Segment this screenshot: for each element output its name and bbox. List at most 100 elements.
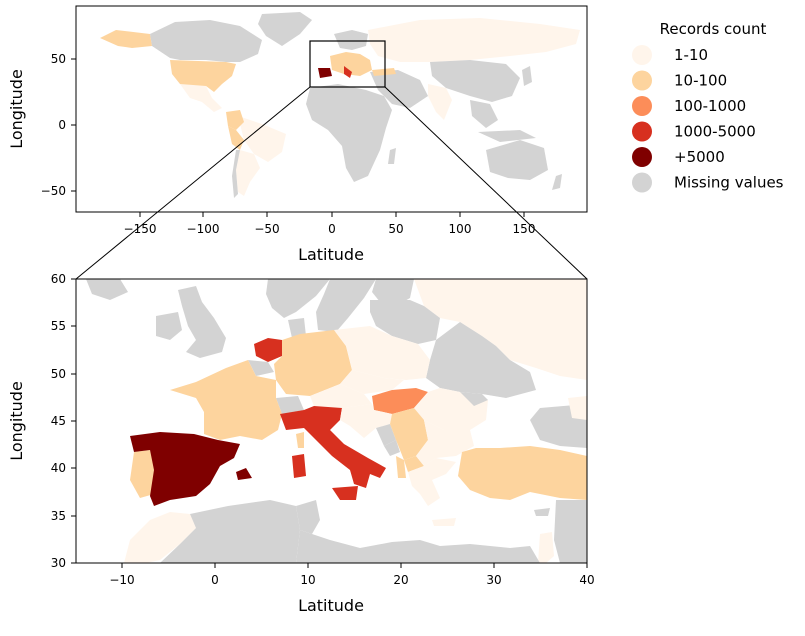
country-germany xyxy=(274,330,352,396)
country-iceland xyxy=(86,279,128,300)
country-norway xyxy=(266,279,330,318)
country-indonesia xyxy=(478,130,536,142)
world-x-axis-label: Latitude xyxy=(298,245,364,264)
world-xtick-label: 100 xyxy=(449,222,472,236)
europe-y-axis-label: Longitude xyxy=(7,381,26,461)
country-czech xyxy=(340,370,404,394)
country-argentina xyxy=(236,150,260,196)
legend-item: 1-10 xyxy=(632,45,708,65)
country-italy xyxy=(280,406,386,488)
country-australia xyxy=(486,140,548,180)
europe-xtick-label: 30 xyxy=(486,573,501,587)
legend-item: 10-100 xyxy=(632,70,727,91)
world-x-ticks xyxy=(139,212,525,217)
legend-label: 10-100 xyxy=(674,72,727,90)
world-xtick-label: 50 xyxy=(388,222,403,236)
country-greece xyxy=(408,458,456,506)
country-japan xyxy=(522,66,532,86)
country-uk xyxy=(178,286,226,358)
country-albania xyxy=(396,456,406,478)
europe-xtick-label: 0 xyxy=(211,573,219,587)
europe-ytick-label: 30 xyxy=(51,556,66,570)
country-mexico xyxy=(180,84,222,112)
europe-y-ticks xyxy=(71,278,76,564)
world-map-panel: 50 0 −50 −150 −100 −50 0 50 100 150 Lati… xyxy=(7,5,588,264)
country-turkey xyxy=(458,446,587,500)
country-italy-world xyxy=(344,66,352,78)
country-bulgaria xyxy=(416,420,474,466)
country-scandinavia xyxy=(334,30,368,50)
country-usa xyxy=(170,60,236,92)
country-crete xyxy=(432,518,456,526)
legend-swatch xyxy=(632,172,652,193)
europe-countries xyxy=(86,279,587,563)
country-bosnia xyxy=(376,424,396,446)
legend-swatch xyxy=(632,121,652,142)
legend-label: 100-1000 xyxy=(674,97,746,115)
legend-swatch xyxy=(632,45,652,65)
europe-xtick-label: −10 xyxy=(109,573,134,587)
country-balearic xyxy=(236,468,252,480)
country-sicily xyxy=(332,486,358,500)
country-france xyxy=(170,360,282,440)
country-portugal xyxy=(130,450,156,498)
world-xtick-label: −50 xyxy=(254,222,279,236)
country-netherlands xyxy=(254,338,282,362)
world-countries xyxy=(100,12,580,198)
country-brazil xyxy=(238,116,286,162)
europe-ytick-label: 35 xyxy=(51,509,66,523)
europe-inset-marker xyxy=(309,40,386,88)
country-libya xyxy=(296,530,440,563)
country-austria xyxy=(310,384,372,408)
country-alaska xyxy=(100,30,152,48)
europe-x-ticks xyxy=(121,563,588,568)
country-russia xyxy=(368,18,580,62)
country-canada xyxy=(150,20,262,62)
world-xtick-label: 0 xyxy=(328,222,336,236)
country-new-zealand xyxy=(552,174,562,190)
country-egypt xyxy=(440,544,540,563)
country-syria xyxy=(554,500,587,563)
country-switzerland xyxy=(276,396,304,414)
country-india xyxy=(428,84,452,120)
country-corsica xyxy=(296,432,304,448)
country-madagascar xyxy=(388,148,396,164)
world-xtick-label: 150 xyxy=(513,222,536,236)
country-spain-world xyxy=(318,68,332,78)
country-montenegro xyxy=(384,440,400,456)
europe-ytick-label: 60 xyxy=(51,272,66,286)
world-xtick-label: −150 xyxy=(124,222,157,236)
country-baltics xyxy=(370,300,440,344)
country-morocco xyxy=(124,512,196,563)
world-y-ticks xyxy=(71,58,76,192)
europe-ytick-label: 40 xyxy=(51,461,66,475)
country-macedonia xyxy=(404,456,424,472)
world-ytick-label: 0 xyxy=(58,118,66,132)
legend-label: 1-10 xyxy=(674,46,708,64)
europe-x-axis-label: Latitude xyxy=(298,596,364,615)
europe-ytick-label: 50 xyxy=(51,367,66,381)
legend-label: 1000-5000 xyxy=(674,123,756,141)
legend-title: Records count xyxy=(660,20,767,38)
zoom-connector-right xyxy=(384,86,588,280)
country-poland xyxy=(334,326,430,380)
country-sardinia xyxy=(292,454,306,478)
legend-swatch xyxy=(632,96,652,116)
legend: Records count 1-10 10-100 100-1000 1000-500… xyxy=(632,20,784,193)
country-belgium xyxy=(248,360,274,376)
country-africa xyxy=(306,84,392,182)
legend-label: Missing values xyxy=(674,174,784,192)
world-y-axis-label: Longitude xyxy=(7,69,26,149)
country-moldova xyxy=(460,392,488,406)
zoom-connector-left xyxy=(75,86,311,280)
country-algeria xyxy=(160,500,300,563)
country-europe-west xyxy=(330,52,372,76)
legend-item: +5000 xyxy=(632,147,725,167)
legend-item: 1000-5000 xyxy=(632,121,756,142)
europe-ytick-label: 55 xyxy=(51,319,66,333)
country-israel xyxy=(538,532,554,563)
legend-label: +5000 xyxy=(674,148,725,166)
europe-map-panel: 60 55 50 45 40 35 30 −10 0 10 20 30 40 L… xyxy=(7,272,595,615)
country-cyprus xyxy=(534,508,550,516)
